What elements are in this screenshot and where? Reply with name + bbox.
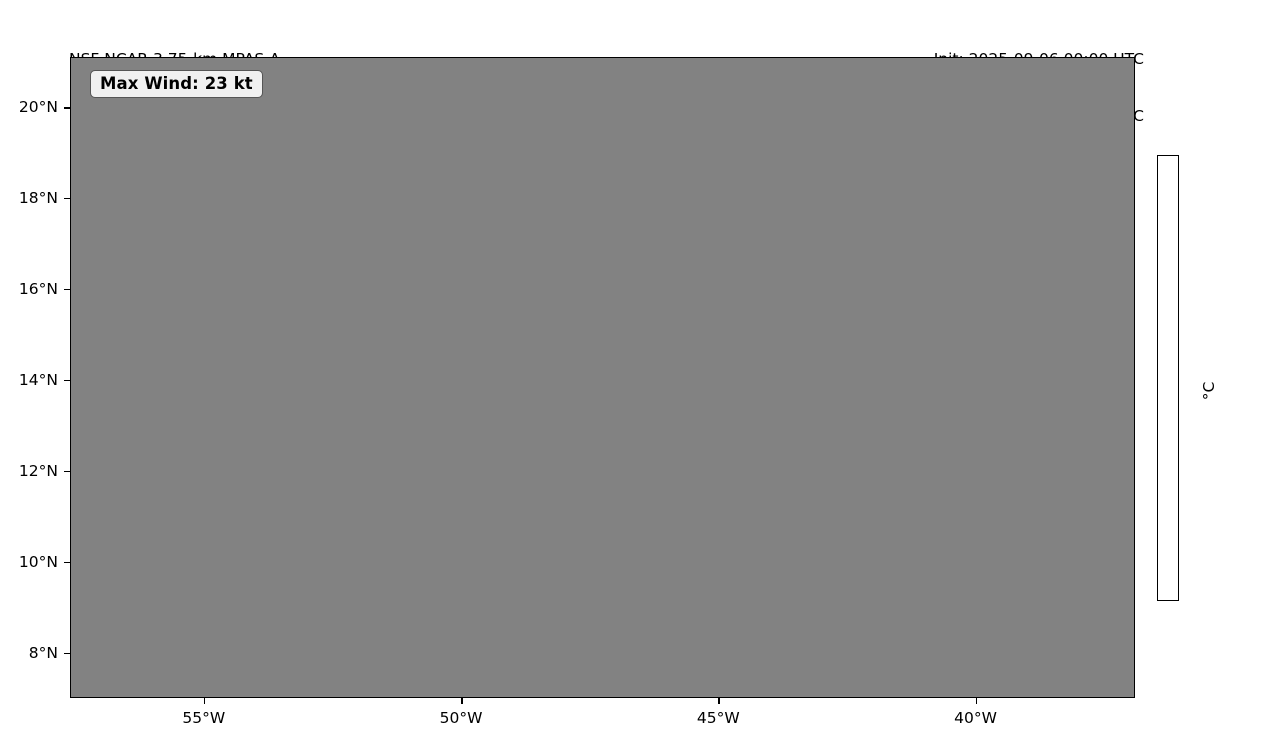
longitude-tick	[718, 698, 720, 704]
colorbar	[1157, 133, 1179, 623]
longitude-tick-label: 50°W	[439, 709, 483, 727]
latitude-tick-label: 10°N	[18, 552, 58, 571]
map-plot-area	[70, 57, 1135, 698]
longitude-tick	[975, 698, 977, 704]
latitude-tick	[64, 288, 70, 291]
latitude-tick	[64, 379, 70, 382]
max-wind-annotation: Max Wind: 23 kt	[90, 70, 263, 98]
latitude-tick-label: 20°N	[18, 98, 58, 116]
colorbar-gradient	[1158, 156, 1178, 600]
latitude-tick	[64, 561, 70, 564]
latitude-tick	[64, 107, 70, 109]
wind-barb-overlay	[71, 58, 1134, 697]
latitude-tick-label: 8°N	[28, 643, 58, 662]
colorbar-title: °C	[1200, 381, 1218, 401]
longitude-tick-label: 40°W	[954, 709, 997, 727]
latitude-tick-label: 18°N	[18, 188, 58, 207]
latitude-tick	[64, 652, 70, 655]
longitude-tick-label: 55°W	[182, 709, 226, 727]
latitude-tick-label: 14°N	[18, 370, 58, 389]
longitude-tick	[203, 698, 206, 704]
latitude-tick-label: 16°N	[18, 279, 58, 298]
longitude-tick	[461, 698, 463, 704]
latitude-tick	[64, 470, 70, 473]
colorbar-extend-bottom-icon	[1157, 133, 1179, 156]
longitude-tick-label: 45°W	[696, 709, 740, 727]
latitude-tick-label: 12°N	[18, 461, 58, 480]
latitude-tick	[64, 197, 70, 200]
colorbar-body	[1157, 155, 1179, 601]
